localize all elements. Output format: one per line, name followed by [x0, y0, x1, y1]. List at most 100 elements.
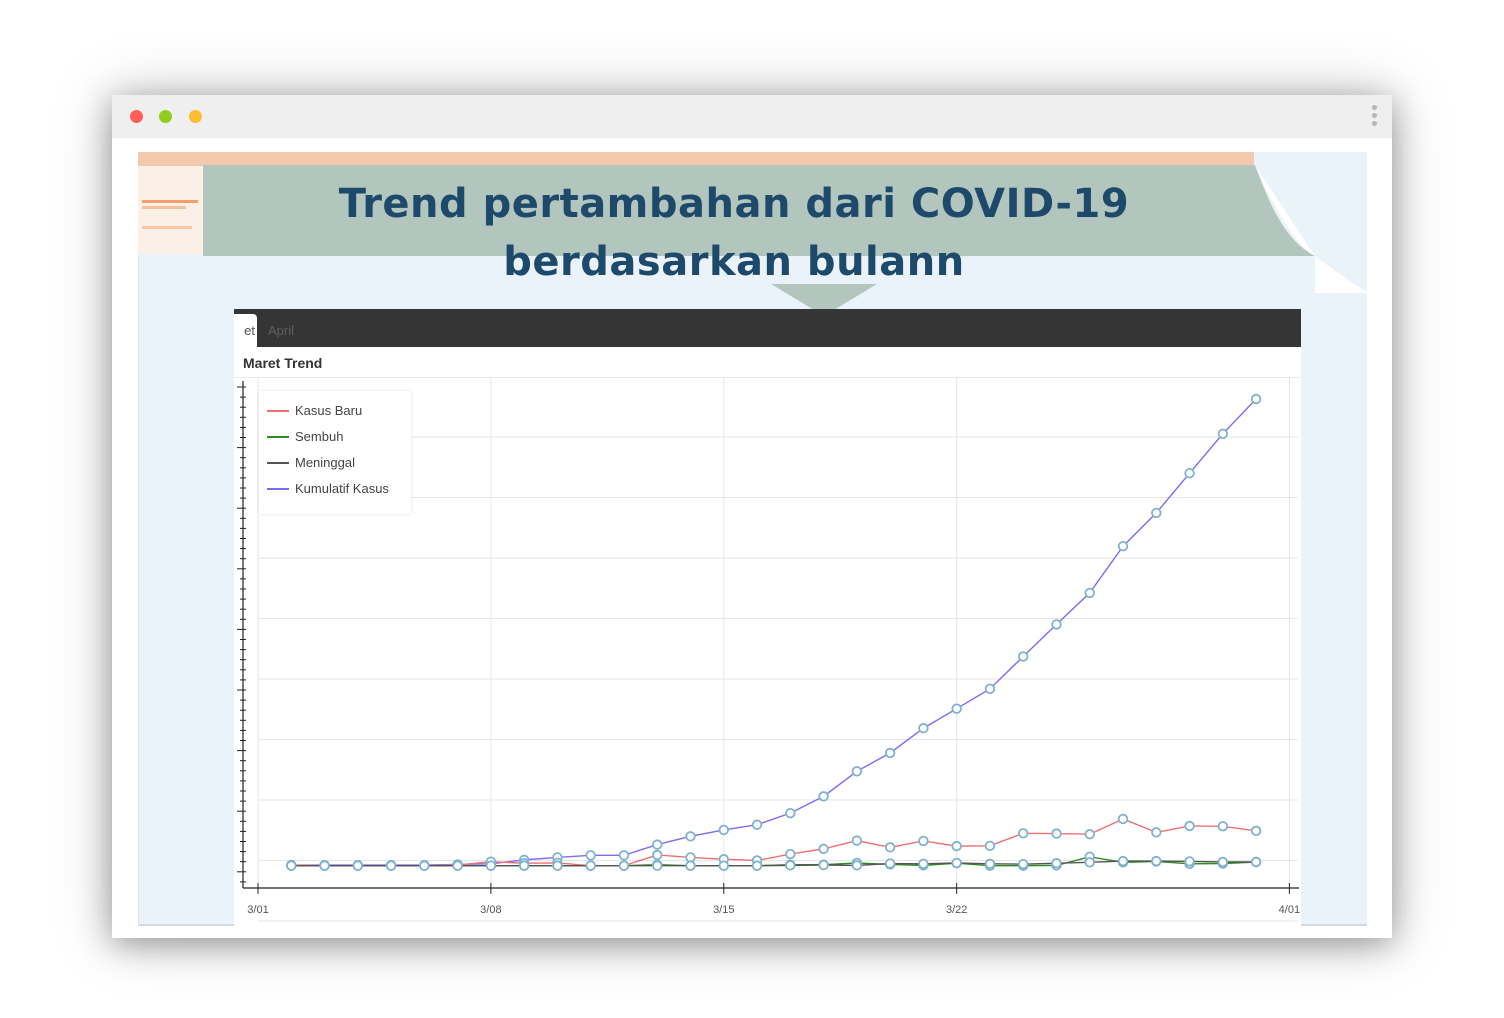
tab-bar: et April	[234, 309, 1301, 347]
data-point	[984, 683, 996, 695]
data-point	[951, 703, 962, 714]
data-point	[851, 835, 863, 846]
series-line	[291, 860, 1257, 867]
data-point	[1051, 619, 1062, 630]
line-chart: 3/01 3/08 3/15 3/22 4/01	[237, 377, 1300, 922]
data-point	[1084, 857, 1095, 868]
data-point	[485, 860, 497, 871]
data-point	[1250, 825, 1262, 837]
data-point	[419, 860, 430, 871]
data-point	[1250, 393, 1262, 405]
legend-label-sembuh: Sembuh	[295, 429, 344, 444]
legend-swatch-meninggal	[267, 462, 289, 464]
data-point	[1117, 855, 1129, 867]
data-point	[1084, 829, 1095, 840]
chart-heading: Maret Trend	[243, 355, 323, 371]
data-point	[785, 860, 796, 871]
tab-april[interactable]: April	[268, 323, 295, 338]
data-point	[1250, 856, 1262, 868]
data-point	[951, 857, 962, 869]
data-point	[1018, 828, 1029, 839]
data-point	[1151, 855, 1162, 867]
data-point	[785, 807, 796, 819]
data-point	[851, 860, 863, 871]
data-point	[884, 747, 896, 759]
legend-swatch-sembuh	[267, 436, 289, 438]
page-title: Trend pertambahan dari COVID-19 berdasar…	[338, 181, 1130, 285]
data-point	[984, 840, 996, 852]
data-point	[652, 860, 663, 871]
window-titlebar	[112, 95, 1392, 138]
data-point	[751, 819, 763, 830]
series-line	[291, 818, 1257, 867]
data-point	[1217, 821, 1229, 832]
legend-swatch-kasus-baru	[267, 410, 289, 412]
data-point	[918, 835, 929, 847]
data-point	[1018, 858, 1029, 870]
data-point	[818, 859, 829, 871]
data-point	[984, 858, 996, 870]
browser-window: Trend pertambahan dari COVID-19 berdasar…	[112, 95, 1392, 938]
data-point	[751, 860, 763, 871]
maximize-window-icon[interactable]	[189, 110, 202, 123]
data-point	[951, 840, 962, 852]
data-point	[718, 824, 729, 836]
data-point	[685, 852, 696, 863]
x-tick-label: 4/01	[1279, 904, 1300, 916]
data-point	[1117, 813, 1129, 825]
legend-label-kasus-baru: Kasus Baru	[295, 403, 363, 418]
data-point	[1217, 428, 1229, 440]
data-point	[585, 850, 596, 861]
x-tick-label: 3/15	[713, 904, 734, 916]
heading-divider	[234, 377, 1301, 378]
data-point	[1051, 828, 1062, 839]
data-point	[685, 831, 696, 842]
data-point	[352, 860, 364, 871]
legend-swatch-kumulatif-kasus	[267, 488, 289, 490]
data-point	[1184, 468, 1195, 479]
series-line	[291, 398, 1257, 866]
x-tick-label: 3/22	[946, 904, 967, 916]
chart-legend: Kasus Baru Sembuh Meninggal Kumulatif Ka…	[259, 391, 411, 514]
data-point	[652, 839, 663, 850]
data-point	[1018, 651, 1029, 662]
background-sliver	[138, 166, 204, 254]
data-point	[918, 858, 929, 870]
data-point	[1084, 587, 1095, 599]
data-point	[918, 723, 929, 734]
close-window-icon[interactable]	[130, 110, 143, 123]
data-point	[785, 848, 796, 860]
data-point	[818, 791, 829, 802]
legend-label-meninggal: Meninggal	[295, 455, 355, 470]
minimize-window-icon[interactable]	[159, 110, 172, 123]
data-point	[884, 858, 896, 869]
data-point	[652, 849, 663, 861]
banner-fill	[203, 165, 1315, 256]
chart-panel: Maret Trend 3/01 3/08 3/15 3/22 4/01 Kasus B…	[234, 347, 1301, 928]
data-point	[1151, 827, 1162, 838]
x-tick-label: 3/08	[480, 904, 501, 916]
tab-maret[interactable]: et	[234, 314, 257, 347]
x-tick-label: 3/01	[247, 904, 268, 916]
kebab-menu-icon[interactable]	[1370, 105, 1378, 129]
data-point	[1184, 820, 1195, 832]
data-point	[884, 842, 896, 853]
data-point	[851, 766, 863, 777]
data-point	[286, 860, 297, 871]
data-point	[818, 843, 829, 855]
data-point	[452, 860, 463, 871]
data-point	[1217, 856, 1229, 868]
data-point	[518, 860, 530, 871]
banner-pointer	[771, 284, 877, 316]
data-point	[618, 850, 630, 861]
data-point	[585, 860, 596, 871]
data-point	[552, 860, 563, 871]
data-point	[685, 860, 696, 871]
data-point	[718, 860, 729, 871]
data-point	[1051, 858, 1062, 869]
data-point	[385, 860, 397, 871]
data-point	[1117, 541, 1129, 552]
data-point	[1151, 507, 1162, 519]
legend-label-kumulatif-kasus: Kumulatif Kasus	[295, 481, 389, 496]
data-point	[1184, 856, 1195, 867]
